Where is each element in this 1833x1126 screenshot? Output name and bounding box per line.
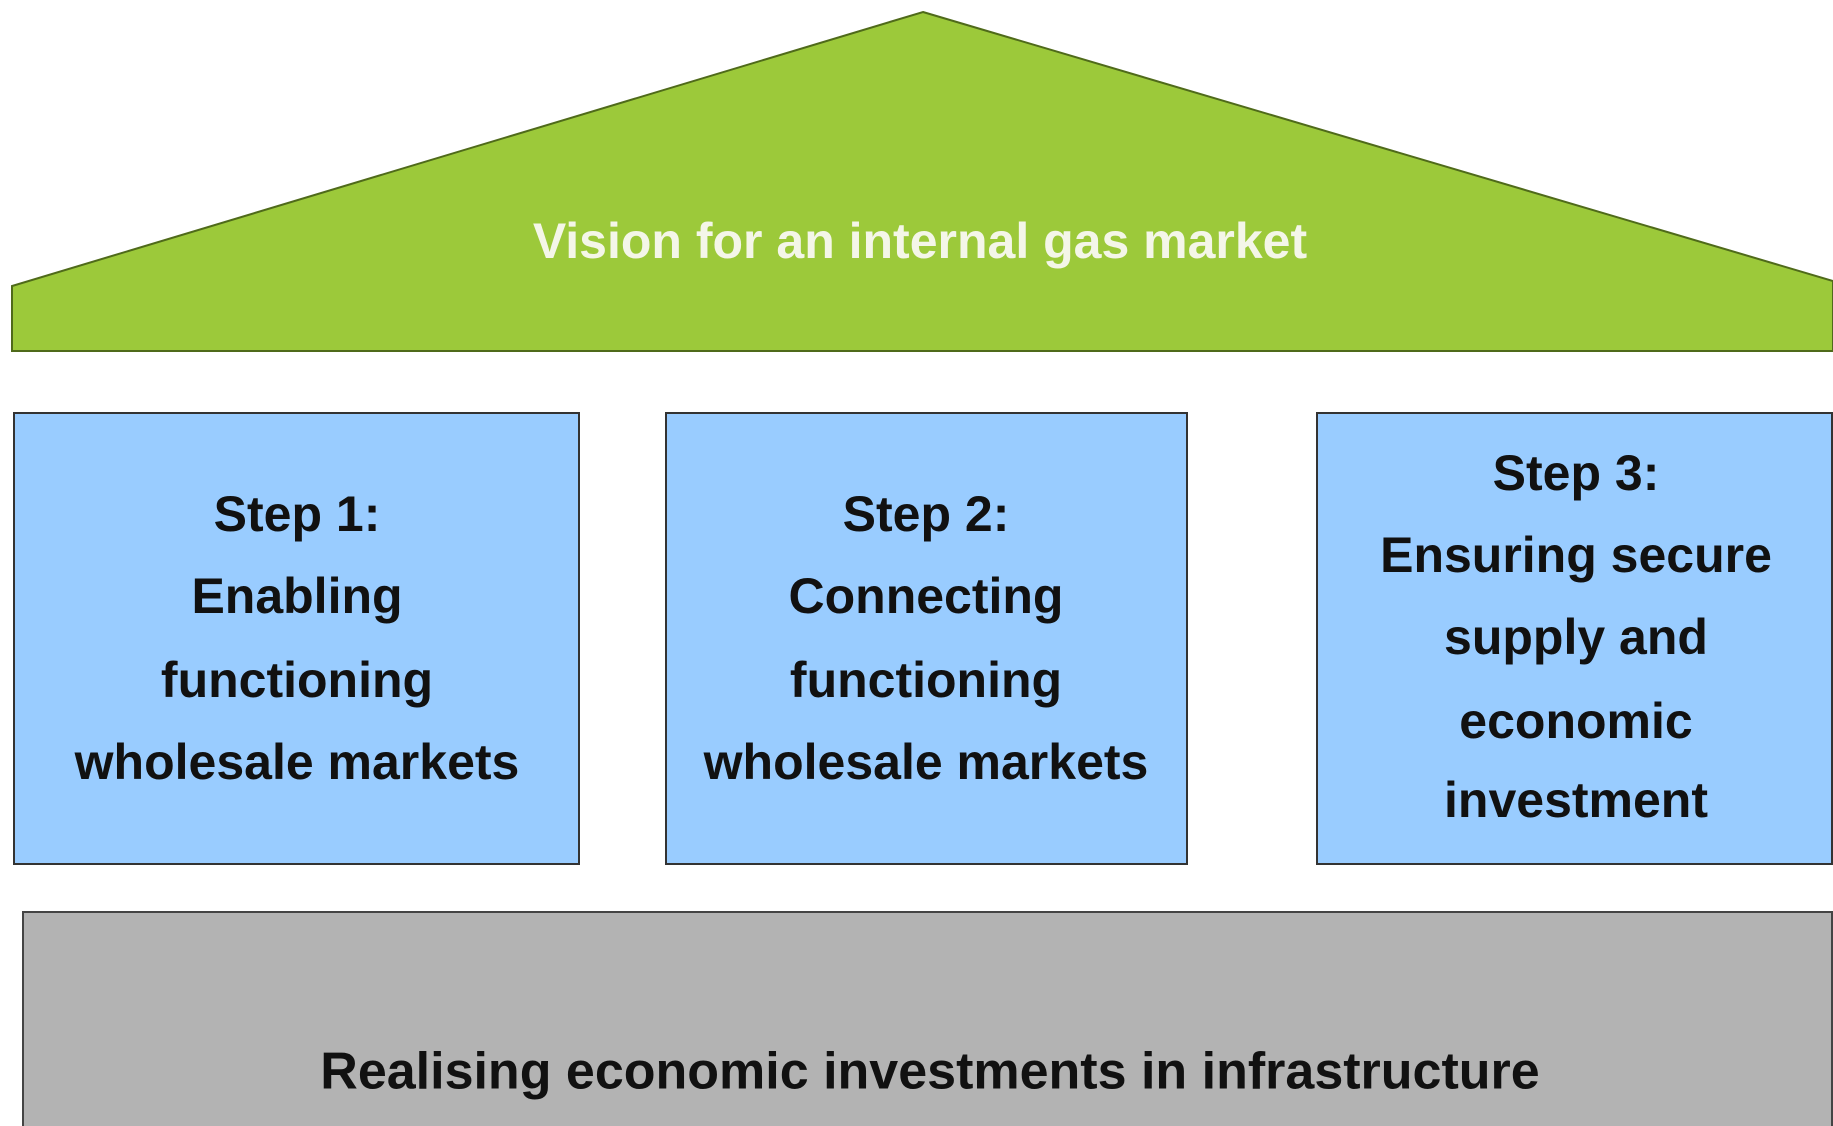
pillar-line: wholesale markets	[703, 734, 1149, 790]
pillar-line: investment	[1444, 772, 1708, 828]
pillar-line: Step 2:	[843, 486, 1010, 542]
pillar-line: functioning	[790, 652, 1062, 708]
pillar-line: Step 3:	[1493, 445, 1660, 501]
foundation	[22, 911, 1833, 1126]
pillar	[13, 412, 580, 865]
pillar-line: functioning	[161, 652, 433, 708]
pillar	[665, 412, 1188, 865]
roof-title: Vision for an internal gas market	[533, 213, 1308, 269]
pillar-line: wholesale markets	[74, 734, 520, 790]
pillar-line: economic	[1459, 693, 1692, 749]
pillar-line: Step 1:	[214, 486, 381, 542]
foundation-label: Realising economic investments in infras…	[320, 1043, 1539, 1101]
pillar-line: Enabling	[191, 568, 402, 624]
roof	[11, 10, 1833, 352]
pillar	[1316, 412, 1833, 865]
pillar-line: supply and	[1444, 609, 1708, 665]
pillar-line: Connecting	[789, 568, 1064, 624]
pillar-line: Ensuring secure	[1380, 527, 1772, 583]
